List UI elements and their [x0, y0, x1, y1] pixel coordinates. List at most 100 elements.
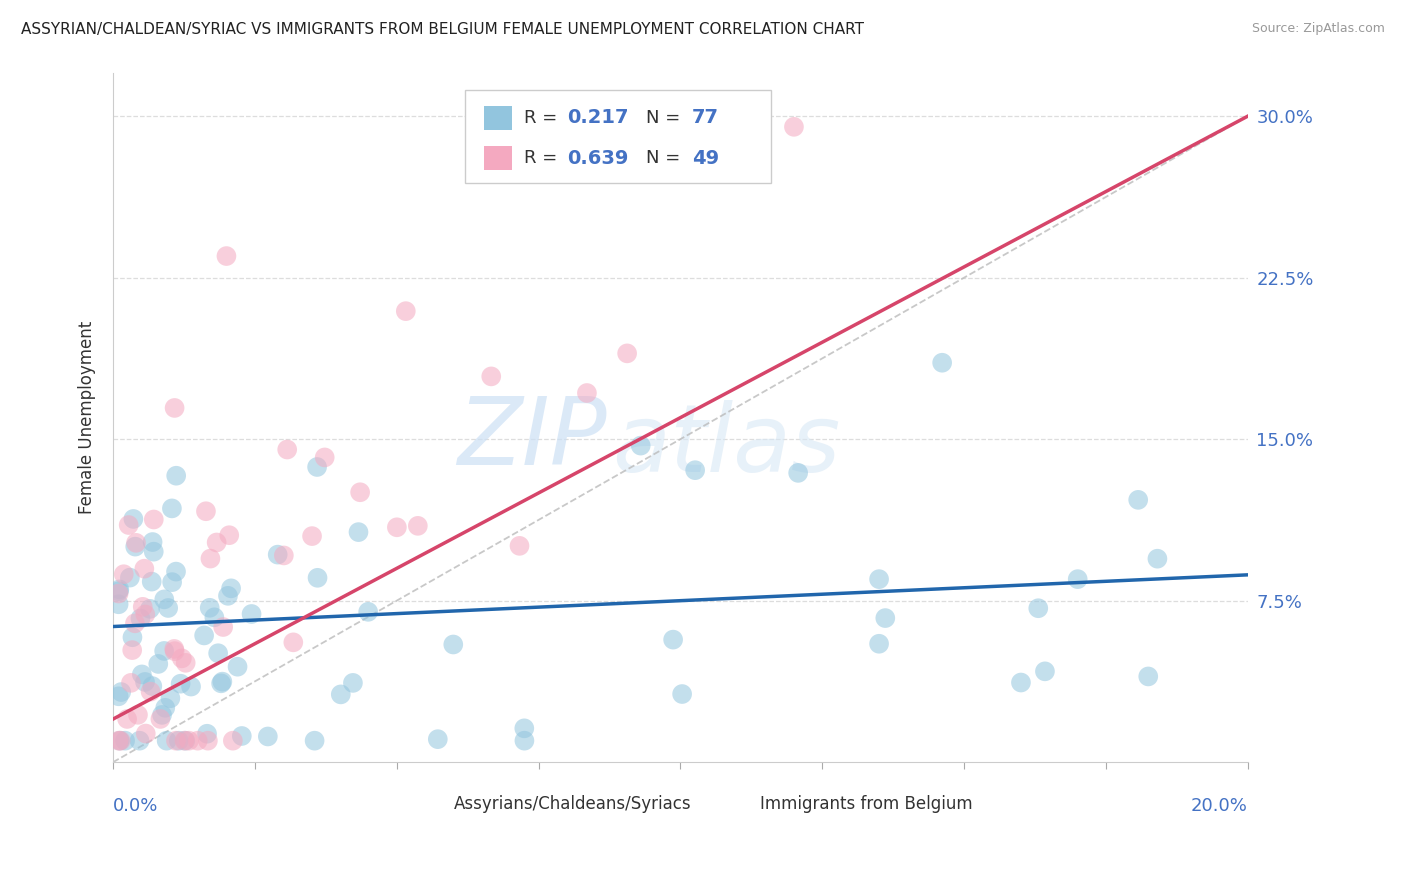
- Point: [125, 536, 148, 550]
- Point: [167, 733, 190, 747]
- Point: [169, 676, 191, 690]
- Point: [173, 733, 195, 747]
- Point: [142, 535, 165, 549]
- Point: [160, 575, 183, 590]
- Point: [868, 572, 890, 586]
- Point: [1033, 665, 1056, 679]
- Point: [139, 602, 162, 616]
- Point: [174, 733, 197, 747]
- Point: [219, 582, 242, 596]
- Bar: [419, 796, 444, 814]
- Bar: [484, 106, 512, 130]
- Point: [329, 687, 352, 701]
- Point: [513, 722, 536, 736]
- Point: [118, 571, 141, 585]
- Point: [205, 535, 228, 549]
- Point: [1146, 551, 1168, 566]
- Point: [121, 643, 143, 657]
- Point: [1067, 572, 1090, 586]
- Point: [222, 733, 245, 747]
- Text: 0.639: 0.639: [567, 149, 628, 168]
- Text: 49: 49: [692, 149, 718, 168]
- Point: [193, 628, 215, 642]
- Point: [153, 644, 176, 658]
- Point: [211, 674, 233, 689]
- Point: [149, 712, 172, 726]
- Point: [155, 701, 177, 715]
- Point: [142, 544, 165, 558]
- Text: R =: R =: [524, 149, 562, 168]
- Text: 77: 77: [692, 108, 718, 128]
- Point: [307, 571, 329, 585]
- Point: [217, 589, 239, 603]
- Point: [231, 729, 253, 743]
- Point: [194, 504, 217, 518]
- Text: Source: ZipAtlas.com: Source: ZipAtlas.com: [1251, 22, 1385, 36]
- Point: [150, 707, 173, 722]
- Point: [212, 620, 235, 634]
- Point: [508, 539, 530, 553]
- Point: [107, 584, 129, 599]
- Bar: [484, 146, 512, 170]
- Point: [135, 726, 157, 740]
- Point: [342, 676, 364, 690]
- Point: [1128, 492, 1150, 507]
- Point: [513, 733, 536, 747]
- Point: [160, 501, 183, 516]
- Point: [209, 676, 232, 690]
- Y-axis label: Female Unemployment: Female Unemployment: [79, 321, 96, 514]
- Point: [426, 732, 449, 747]
- Text: R =: R =: [524, 109, 562, 127]
- Point: [575, 386, 598, 401]
- Point: [156, 733, 179, 747]
- Point: [267, 548, 290, 562]
- Text: ZIP: ZIP: [457, 392, 606, 483]
- Point: [114, 733, 136, 747]
- Point: [256, 730, 278, 744]
- Point: [107, 597, 129, 611]
- Point: [868, 637, 890, 651]
- Point: [273, 549, 295, 563]
- Point: [165, 565, 187, 579]
- Text: atlas: atlas: [613, 400, 841, 491]
- Point: [108, 582, 131, 597]
- Point: [110, 685, 132, 699]
- Point: [783, 120, 806, 134]
- Point: [226, 659, 249, 673]
- Text: 20.0%: 20.0%: [1191, 797, 1249, 814]
- Point: [441, 638, 464, 652]
- Point: [630, 439, 652, 453]
- Text: 0.0%: 0.0%: [112, 797, 159, 814]
- Point: [931, 356, 953, 370]
- Point: [134, 607, 156, 622]
- Point: [112, 567, 135, 582]
- Point: [124, 540, 146, 554]
- Point: [301, 529, 323, 543]
- FancyBboxPatch shape: [465, 90, 772, 183]
- Point: [283, 635, 305, 649]
- Text: ASSYRIAN/CHALDEAN/SYRIAC VS IMMIGRANTS FROM BELGIUM FEMALE UNEMPLOYMENT CORRELAT: ASSYRIAN/CHALDEAN/SYRIAC VS IMMIGRANTS F…: [21, 22, 865, 37]
- Point: [347, 525, 370, 540]
- Point: [165, 468, 187, 483]
- Point: [1010, 675, 1032, 690]
- Point: [406, 519, 429, 533]
- Point: [153, 592, 176, 607]
- Point: [357, 605, 380, 619]
- Point: [131, 667, 153, 681]
- Point: [163, 641, 186, 656]
- Point: [110, 733, 132, 747]
- Point: [142, 512, 165, 526]
- Point: [240, 607, 263, 621]
- Text: 0.217: 0.217: [567, 108, 628, 128]
- Point: [159, 691, 181, 706]
- Point: [276, 442, 298, 457]
- Point: [787, 466, 810, 480]
- Point: [215, 249, 238, 263]
- Point: [174, 656, 197, 670]
- Point: [120, 676, 142, 690]
- Text: N =: N =: [647, 109, 686, 127]
- Point: [200, 551, 222, 566]
- Point: [349, 485, 371, 500]
- Point: [128, 733, 150, 747]
- Point: [218, 528, 240, 542]
